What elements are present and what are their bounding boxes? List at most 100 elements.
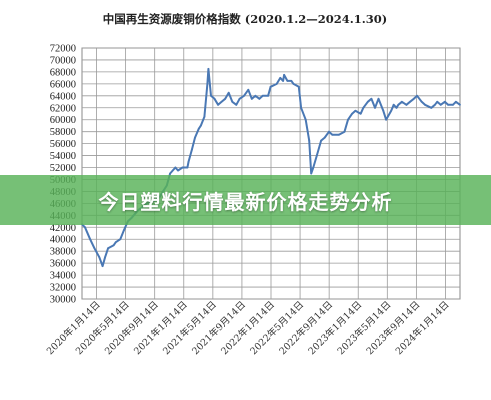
series-point	[412, 97, 415, 100]
series-point	[374, 106, 376, 109]
series-point	[104, 256, 106, 259]
y-tick-label: 70000	[50, 55, 76, 66]
series-point	[397, 103, 400, 106]
series-point	[227, 91, 230, 94]
series-point	[243, 94, 245, 97]
series-point	[269, 85, 272, 88]
series-point	[187, 160, 190, 163]
series-point	[382, 109, 385, 112]
series-point	[347, 118, 349, 121]
series-point	[279, 77, 282, 79]
x-tick-label: 2022年9月14日	[277, 299, 336, 358]
series-point	[114, 241, 117, 244]
series-point	[292, 83, 295, 85]
x-tick-label: 2020年5月14日	[73, 299, 132, 358]
series-point	[300, 106, 302, 109]
series-point	[328, 130, 330, 133]
y-tick-label: 58000	[50, 127, 76, 138]
series-point	[308, 139, 311, 142]
series-point	[362, 106, 365, 109]
y-tick-label: 60000	[50, 115, 76, 126]
x-tick-label: 2021年9月14日	[189, 299, 248, 358]
series-point	[409, 100, 411, 103]
series-point	[366, 100, 369, 103]
series-point	[405, 103, 408, 106]
y-tick-label: 64000	[50, 91, 76, 102]
x-tick-label: 2020年9月14日	[102, 299, 161, 358]
y-tick-label: 34000	[50, 271, 76, 282]
series-point	[439, 103, 442, 106]
x-tick-label: 2020年1月14日	[44, 299, 103, 358]
series-point	[282, 80, 284, 82]
series-point	[424, 103, 426, 106]
y-tick-label: 68000	[50, 67, 76, 78]
x-tick-label: 2023年9月14日	[364, 299, 423, 358]
series-point	[304, 118, 307, 121]
series-point	[112, 244, 115, 247]
y-tick-label: 36000	[50, 259, 76, 270]
x-tick-label: 2021年1月14日	[131, 299, 190, 358]
series-point	[231, 100, 234, 103]
series-point	[354, 109, 357, 112]
series-point	[203, 115, 206, 118]
series-point	[93, 247, 96, 250]
series-point	[297, 85, 300, 88]
series-point	[455, 100, 457, 103]
series-point	[169, 172, 172, 175]
series-point	[390, 109, 393, 112]
x-tick-label: 2022年1月14日	[219, 299, 278, 358]
y-tick-label: 56000	[50, 139, 76, 150]
series-point	[286, 80, 289, 82]
series-point	[420, 100, 423, 103]
series-point	[315, 154, 318, 157]
series-point	[283, 74, 285, 76]
series-point	[351, 112, 353, 115]
series-point	[434, 103, 436, 106]
series-point	[224, 97, 227, 100]
y-tick-label: 52000	[50, 163, 76, 174]
banner-text: 今日塑料行情最新价格走势分析	[98, 189, 393, 214]
series-point	[331, 133, 334, 136]
series-point	[207, 68, 210, 70]
series-point	[310, 172, 313, 175]
series-point	[275, 83, 278, 85]
series-point	[385, 118, 387, 121]
series-point	[217, 103, 220, 106]
series-point	[235, 103, 238, 106]
series-point	[101, 265, 104, 267]
series-point	[89, 238, 91, 241]
series-point	[84, 226, 86, 229]
series-point	[247, 88, 250, 91]
y-tick-label: 32000	[50, 283, 76, 294]
series-point	[320, 139, 322, 142]
y-tick-label: 42000	[50, 223, 76, 234]
series-point	[370, 97, 373, 100]
series-point	[210, 94, 212, 97]
series-point	[312, 166, 315, 169]
series-point	[199, 124, 202, 127]
series-point	[395, 106, 398, 109]
series-point	[338, 133, 340, 136]
series-point	[359, 112, 362, 115]
y-tick-label: 38000	[50, 247, 76, 258]
series-point	[194, 136, 196, 139]
y-tick-label: 54000	[50, 151, 76, 162]
series-point	[392, 103, 395, 106]
chart-title: 中国再生资源废铜价格指数 (2020.1.2—2024.1.30)	[103, 12, 387, 26]
y-tick-label: 72000	[50, 44, 76, 55]
series-point	[452, 103, 454, 106]
series-point	[181, 166, 184, 169]
series-point	[123, 229, 125, 232]
series-point	[459, 103, 461, 106]
series-point	[443, 100, 446, 103]
x-axis-ticks: 2020年1月14日2020年5月14日2020年9月14日2021年1月14日…	[44, 299, 451, 358]
series-point	[238, 97, 241, 100]
series-point	[343, 130, 346, 133]
series-point	[436, 100, 439, 103]
series-point	[186, 166, 189, 169]
y-tick-label: 66000	[50, 79, 76, 90]
series-point	[416, 94, 418, 97]
y-tick-label: 30000	[50, 295, 76, 306]
series-point	[267, 94, 269, 97]
series-point	[401, 100, 403, 103]
